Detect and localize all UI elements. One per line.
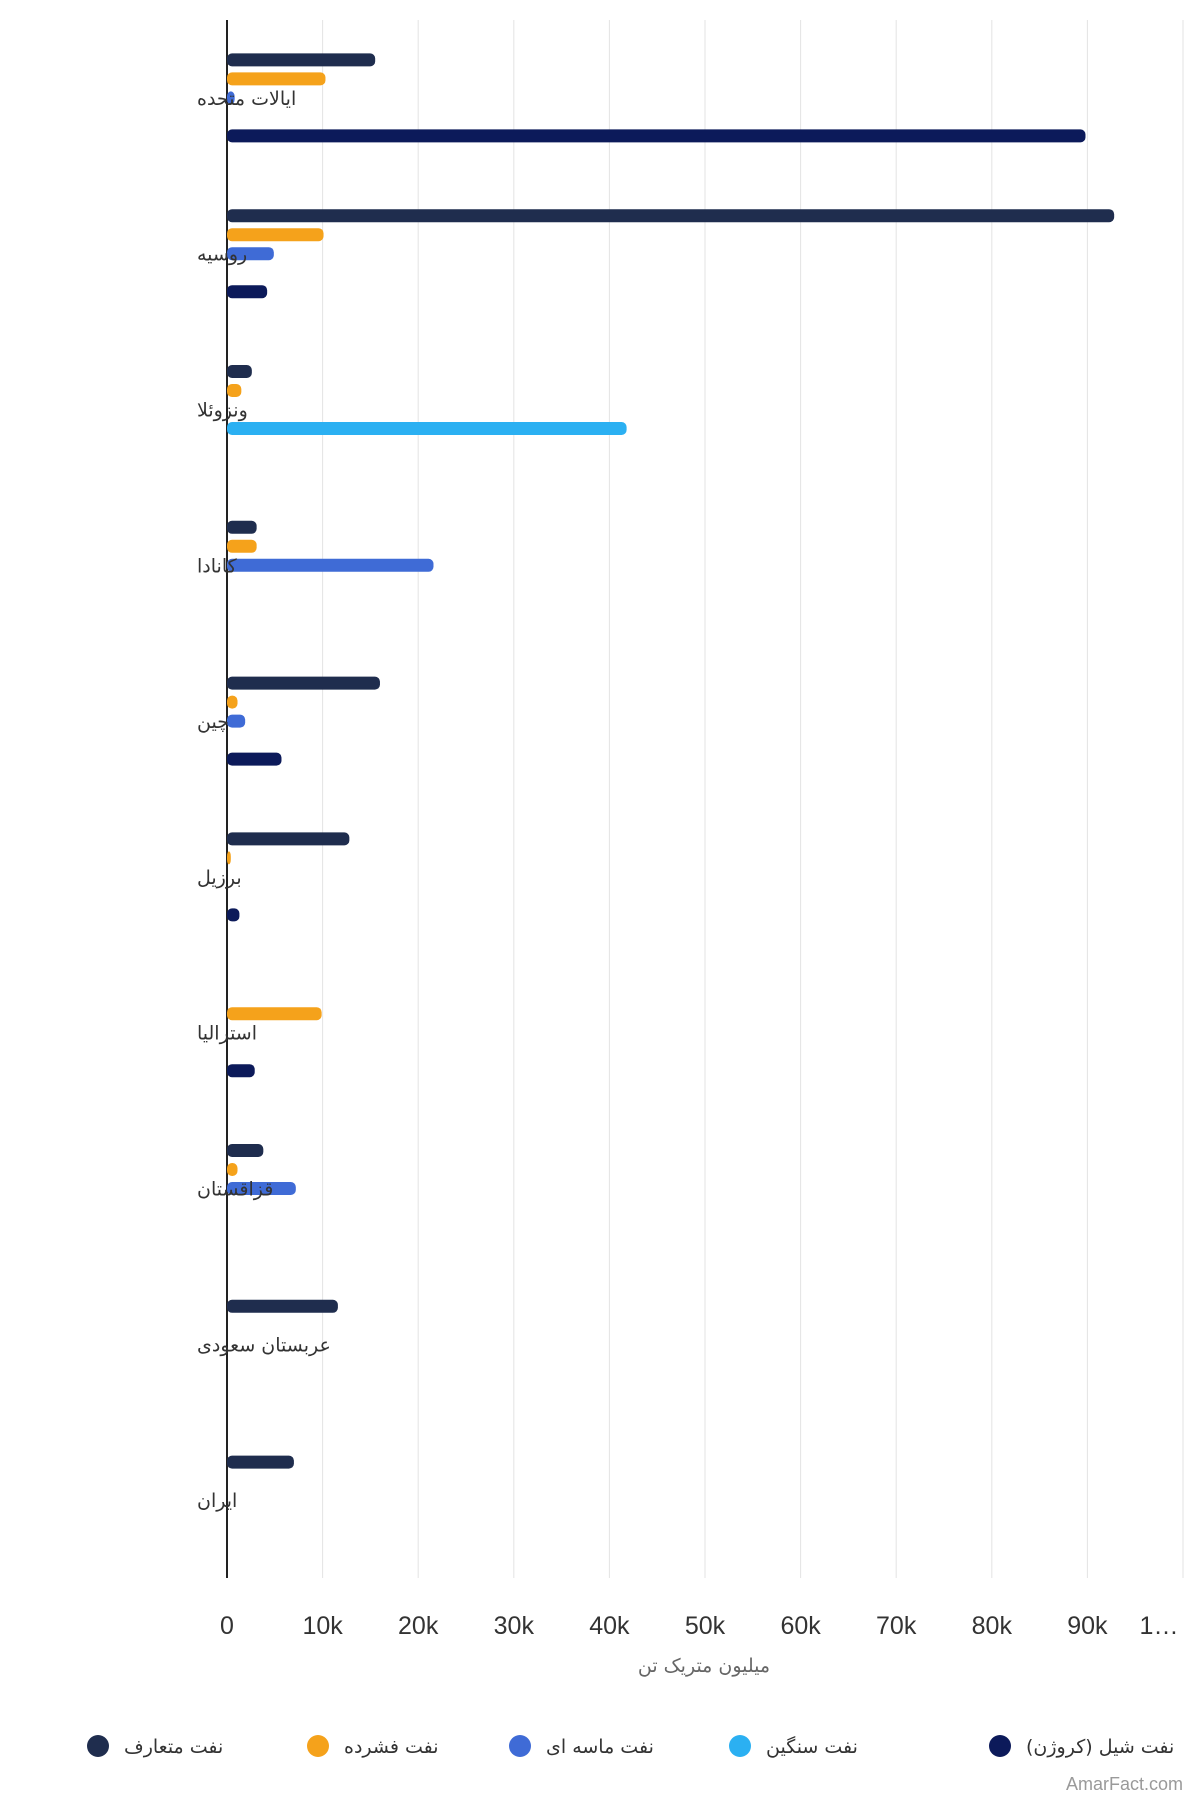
- category-label: ایالات متحده: [197, 88, 296, 110]
- category-label: کانادا: [197, 555, 238, 577]
- category-label: روسیه: [197, 244, 247, 266]
- gridlines: [226, 20, 1184, 1578]
- bar: [227, 72, 326, 86]
- bar: [227, 714, 246, 728]
- legend-marker: [307, 1735, 329, 1757]
- x-tick-label: 30k: [494, 1612, 535, 1640]
- x-tick-label: 60k: [780, 1612, 821, 1640]
- x-axis-title: میلیون متریک تن: [638, 1655, 770, 1677]
- bar: [227, 1455, 294, 1469]
- legend-label: نفت سنگین: [766, 1735, 858, 1758]
- bar: [227, 228, 324, 242]
- bar: [227, 1064, 255, 1078]
- x-tick-label: 90k: [1067, 1612, 1108, 1640]
- bar: [227, 520, 257, 534]
- bar: [227, 91, 235, 105]
- bar: [227, 539, 257, 553]
- x-tick-label: 70k: [876, 1612, 917, 1640]
- bar: [227, 1182, 296, 1195]
- bars-layer: [227, 53, 1115, 1469]
- legend: نفت متعارف نفت فشرده نفت ماسه ای نفت سنگین ن…: [87, 1735, 1174, 1758]
- legend-label: نفت فشرده: [344, 1736, 439, 1758]
- category-label: ایران: [197, 1490, 237, 1512]
- bar: [227, 1163, 238, 1176]
- credit-text: AmarFact.com: [1066, 1774, 1183, 1794]
- legend-marker: [989, 1735, 1011, 1757]
- bar: [227, 752, 282, 766]
- bar: [227, 384, 242, 397]
- legend-label: نفت متعارف: [124, 1736, 223, 1758]
- bar: [227, 908, 240, 922]
- category-label: برزیل: [197, 867, 242, 889]
- x-tick-label: 20k: [398, 1612, 439, 1640]
- legend-marker: [729, 1735, 751, 1757]
- bar: [227, 129, 1086, 143]
- category-label: عربستان سعودی: [197, 1334, 331, 1356]
- bar: [227, 365, 252, 378]
- category-labels: ایالات متحده روسیه ونزوئلا کانادا چین برزیل اس…: [197, 88, 331, 1512]
- bar: [227, 247, 274, 261]
- bar: [227, 832, 350, 846]
- x-tick-label: 50k: [685, 1612, 726, 1640]
- x-tick-label: 0: [220, 1612, 234, 1640]
- legend-marker: [509, 1735, 531, 1757]
- bar: [227, 851, 231, 865]
- bar: [227, 422, 627, 435]
- category-label: ونزوئلا: [197, 400, 248, 422]
- bar: [227, 558, 434, 572]
- x-tick-label: 10k: [302, 1612, 343, 1640]
- category-label: قزاقستان: [197, 1179, 273, 1201]
- x-tick-label: 40k: [589, 1612, 630, 1640]
- legend-label: نفت ماسه ای: [546, 1736, 654, 1758]
- bar: [227, 209, 1115, 223]
- x-tick-label: 1…: [1140, 1612, 1179, 1640]
- category-label: چین: [197, 711, 229, 733]
- bar: [227, 285, 268, 299]
- legend-label: نفت شیل (کروژن): [1026, 1736, 1174, 1758]
- bar: [227, 676, 380, 690]
- category-label: استرالیا: [197, 1023, 257, 1045]
- bar: [227, 1299, 338, 1313]
- x-tick-labels: 0 10k 20k 30k 40k 50k 60k 70k 80k 90k 1…: [220, 1612, 1178, 1640]
- bar: [227, 1144, 264, 1157]
- bar: [227, 695, 238, 709]
- legend-marker: [87, 1735, 109, 1757]
- bar: [227, 53, 376, 67]
- bar: [227, 1007, 322, 1021]
- x-tick-label: 80k: [972, 1612, 1013, 1640]
